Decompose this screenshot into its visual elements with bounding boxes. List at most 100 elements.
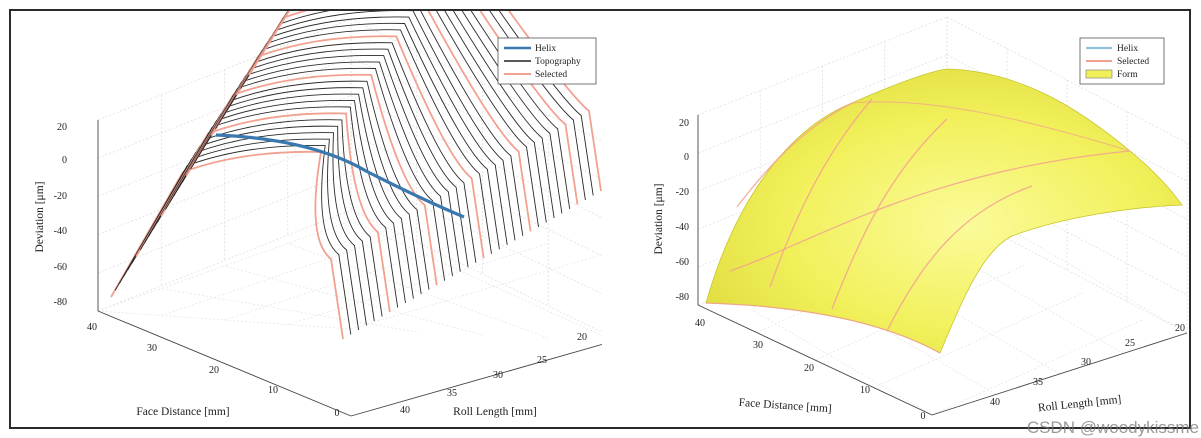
topography-profile-line — [177, 48, 469, 268]
topography-profile-line — [152, 87, 422, 295]
x-tick-label: 20 — [209, 365, 219, 376]
topography-profile-line — [206, 11, 524, 236]
z-tick-label: 0 — [62, 155, 67, 166]
topography-lines — [110, 11, 602, 340]
helix-line — [215, 133, 465, 219]
x-tick-label: 30 — [147, 343, 157, 354]
grid-line — [161, 288, 417, 333]
grid-line — [97, 209, 352, 312]
topography-profile-line — [190, 29, 492, 254]
x-tick-label: 0 — [335, 408, 340, 419]
topography-profile-line — [219, 11, 547, 223]
x-tick-label: 20 — [804, 363, 814, 374]
topography-profile-line — [181, 42, 477, 263]
selected-line — [769, 98, 873, 288]
y-tick-label: 30 — [1081, 357, 1091, 368]
topography-profile-line — [165, 67, 446, 281]
y-tick-label: 20 — [1175, 323, 1185, 334]
helix-curve — [215, 133, 465, 219]
topography-profile-line — [244, 11, 594, 196]
x-tick-label: 30 — [753, 340, 763, 351]
form-surface-patch — [705, 68, 1183, 354]
y-tick-label: 35 — [1033, 377, 1043, 388]
legend-swatch-form — [1085, 69, 1113, 79]
grid-line — [751, 309, 933, 416]
topography-profile-line — [215, 11, 539, 227]
z-tick-labels: 20 0 -20 -40 -60 -80 — [676, 118, 689, 303]
topography-profile-line — [119, 138, 360, 331]
axis-box-edges — [97, 120, 602, 417]
grid-line — [224, 235, 483, 321]
y-axis-label: Roll Length [mm] — [1037, 394, 1121, 415]
selected-line — [886, 185, 1033, 332]
y-tick-labels: 20 25 30 35 40 — [990, 323, 1185, 408]
z-tick-label: 20 — [57, 122, 67, 133]
grid-line — [350, 95, 602, 218]
grid-line — [350, 209, 602, 333]
left-surface-plot: 20 0 -20 -40 -60 -80 40 30 20 10 0 20 25… — [34, 11, 602, 419]
topography-profile-line — [240, 11, 586, 201]
grid-line — [350, 56, 602, 180]
selected-line — [705, 302, 941, 354]
x-axis-label: Face Distance [mm] — [738, 397, 832, 415]
grid-line — [161, 228, 417, 316]
grid-line — [873, 292, 1084, 388]
topography-profile-line — [194, 22, 500, 250]
grid-line — [946, 16, 1188, 144]
watermark: CSDN @woodykissme — [1026, 418, 1199, 437]
x-tick-labels: 40 30 20 10 0 — [695, 318, 926, 422]
topography-profile-line — [223, 11, 555, 218]
topography-profile-line — [156, 80, 430, 290]
topography-profile-line — [231, 11, 571, 209]
grid-line — [350, 133, 602, 257]
grid-line — [350, 171, 602, 295]
y-tick-label: 30 — [493, 370, 503, 381]
z-tick-label: -60 — [54, 262, 67, 273]
legend-label: Topography — [535, 57, 581, 67]
x-tick-label: 40 — [695, 318, 705, 329]
selected-profile-line — [210, 11, 532, 232]
topography-profile-line — [198, 16, 508, 245]
y-axis-label: Roll Length [mm] — [453, 406, 537, 418]
grid-line — [350, 220, 602, 336]
topography-profile-line — [169, 61, 453, 277]
selected-profile-line — [248, 11, 602, 192]
selected-line — [729, 150, 1131, 272]
topography-profile-line — [114, 144, 352, 335]
z-axis-label: Deviation [μm] — [653, 184, 665, 255]
x-tick-label: 0 — [921, 411, 926, 422]
z-tick-label: 20 — [679, 118, 689, 129]
y-tick-label: 40 — [400, 405, 410, 416]
figure-frame: 20 0 -20 -40 -60 -80 40 30 20 10 0 20 25… — [9, 9, 1191, 429]
topography-profile-line — [131, 119, 383, 317]
axis-line — [931, 332, 1188, 416]
x-tick-label: 10 — [268, 385, 278, 396]
x-tick-labels: 40 30 20 10 0 — [87, 322, 340, 419]
z-tick-label: -20 — [54, 191, 67, 202]
z-tick-label: -80 — [676, 292, 689, 303]
topography-profile-line — [144, 99, 406, 304]
legend: Helix Selected Form — [1079, 37, 1165, 85]
legend: Helix Topography Selected — [497, 37, 597, 85]
grid-line — [287, 243, 549, 339]
selected-line — [736, 102, 853, 208]
y-tick-label: 25 — [537, 355, 547, 366]
legend-label: Selected — [535, 70, 567, 80]
grid-line — [931, 319, 1143, 416]
grid-lines — [97, 18, 602, 339]
grid-line — [97, 220, 352, 312]
selected-profile-line — [110, 150, 344, 340]
grid-line — [224, 265, 483, 336]
selected-profile-line — [185, 35, 485, 259]
z-tick-labels: 20 0 -20 -40 -60 -80 — [54, 122, 67, 308]
grid-line — [350, 254, 602, 330]
z-tick-label: -60 — [676, 257, 689, 268]
axis-box-edges — [697, 115, 1188, 416]
x-tick-label: 40 — [87, 322, 97, 333]
grid-line — [97, 133, 352, 235]
legend-label: Helix — [535, 44, 556, 54]
axis-line — [350, 343, 602, 417]
selected-profile-line — [160, 73, 438, 286]
grid-line — [1006, 227, 1188, 334]
selected-profile-line — [135, 112, 391, 313]
